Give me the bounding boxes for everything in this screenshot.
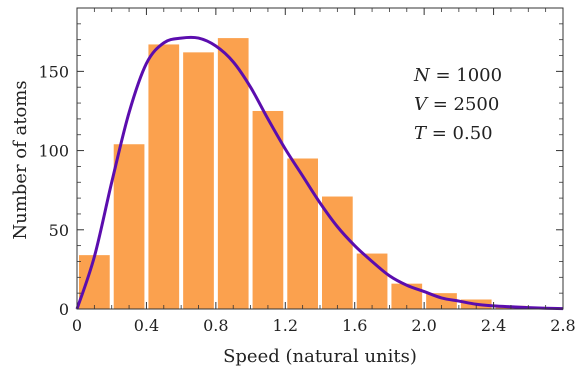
annotation-n-var: N [413,65,431,86]
x-tick-label: 0.8 [203,316,228,335]
histogram-bar [113,144,145,309]
histogram-bar [252,110,284,309]
y-axis-label: Number of atoms [10,80,31,239]
y-tick-label: 50 [49,221,69,240]
y-tick-label: 150 [38,62,69,81]
histogram-bar [148,44,180,310]
x-tick-label: 2.4 [481,316,506,335]
annotation-t: T = 0.50 [414,123,493,144]
histogram-bar [79,255,110,309]
y-tick-label: 100 [38,142,69,161]
histogram-bar [426,293,457,309]
x-tick-label: 0.4 [134,316,159,335]
x-tick-label: 2.8 [550,316,575,335]
annotation-n-value: = 1000 [430,65,502,86]
annotation-t-value: = 0.50 [426,123,493,144]
histogram-bar [287,158,318,309]
annotation-v: V = 2500 [414,94,499,115]
annotation-t-var: T [414,123,428,144]
bars-layer [79,38,527,310]
annotation-box: N = 1000 V = 2500 T = 0.50 [413,65,502,144]
histogram-bar [183,52,214,309]
ticks-layer: 0 0.4 0.8 1.2 1.6 2.0 2.4 2.8 0 50 100 150 [38,8,576,335]
x-tick-label: 2.0 [411,316,436,335]
x-tick-label: 1.2 [273,316,298,335]
distribution-curve [75,35,564,311]
histogram-bar [217,38,249,309]
annotation-n: N = 1000 [413,65,502,86]
x-axis-label: Speed (natural units) [223,346,417,367]
x-tick-label: 0 [72,316,82,335]
annotation-v-var: V [414,94,429,115]
x-tick-label: 1.6 [342,316,367,335]
annotation-v-value: = 2500 [427,94,499,115]
y-tick-label: 0 [59,300,69,319]
